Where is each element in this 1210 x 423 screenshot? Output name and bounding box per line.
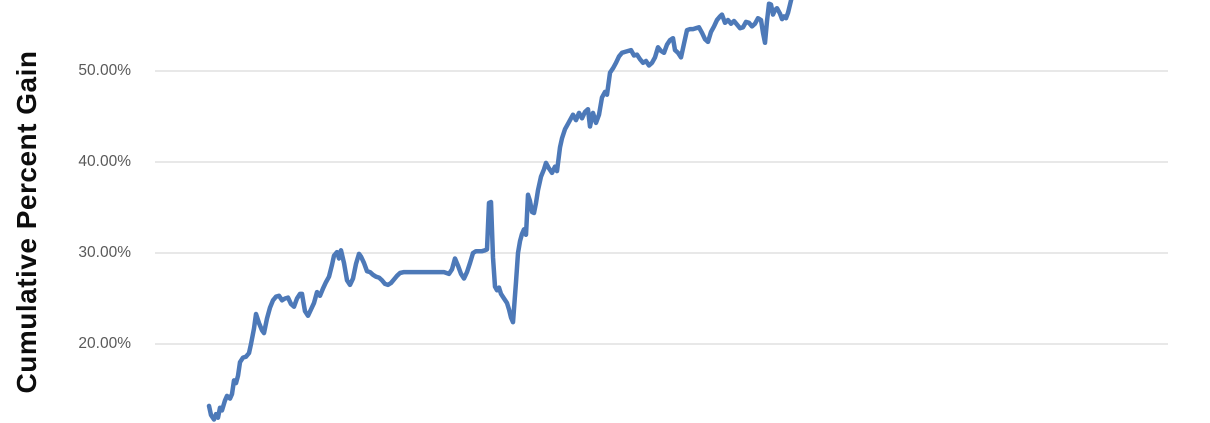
y-tick-label: 50.00%	[78, 62, 131, 79]
y-tick-label: 40.00%	[78, 153, 131, 170]
series-line	[206, 0, 794, 422]
y-tick-label: 30.00%	[78, 244, 131, 261]
y-tick-label: 20.00%	[78, 335, 131, 352]
